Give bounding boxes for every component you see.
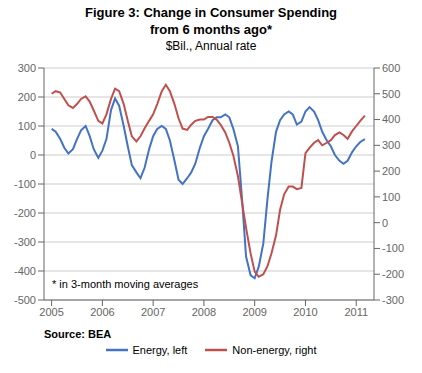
- svg-text:100: 100: [382, 191, 400, 203]
- svg-text:-100: -100: [382, 242, 404, 254]
- html-text:Figure 3: Change in Consumer S: Figure 3: Change in Consumer Spending: [85, 5, 337, 20]
- svg-text:500: 500: [382, 88, 400, 100]
- svg-text:2007: 2007: [141, 306, 165, 318]
- svg-text:0: 0: [382, 217, 388, 229]
- svg-text:-200: -200: [382, 268, 404, 280]
- svg-text:-100: -100: [14, 178, 36, 190]
- svg-text:-200: -200: [14, 207, 36, 219]
- svg-text:300: 300: [18, 62, 36, 74]
- html-text:Non-energy, right: Non-energy, right: [232, 344, 317, 356]
- svg-text:2008: 2008: [192, 306, 216, 318]
- html-text:from 6 months ago*: from 6 months ago*: [150, 22, 272, 37]
- svg-text:400: 400: [382, 113, 400, 125]
- html-text:Energy, left: Energy, left: [132, 344, 188, 356]
- svg-text:2011: 2011: [344, 306, 368, 318]
- svg-text:2006: 2006: [90, 306, 114, 318]
- svg-text:200: 200: [18, 91, 36, 103]
- svg-text:200: 200: [382, 165, 400, 177]
- svg-text:-500: -500: [14, 294, 36, 306]
- svg-text:2009: 2009: [242, 306, 266, 318]
- svg-text:600: 600: [382, 62, 400, 74]
- svg-text:100: 100: [18, 120, 36, 132]
- svg-text:300: 300: [382, 139, 400, 151]
- html-text:Source: BEA: Source: BEA: [44, 328, 112, 340]
- html-text:$Bil., Annual rate: $Bil., Annual rate: [165, 39, 257, 53]
- svg-text:2010: 2010: [293, 306, 317, 318]
- svg-text:2005: 2005: [39, 306, 63, 318]
- svg-text:0: 0: [30, 149, 36, 161]
- svg-text:-400: -400: [14, 265, 36, 277]
- svg-text:-300: -300: [382, 294, 404, 306]
- svg-text:-300: -300: [14, 236, 36, 248]
- html-text:* in 3-month moving averages: * in 3-month moving averages: [52, 278, 199, 290]
